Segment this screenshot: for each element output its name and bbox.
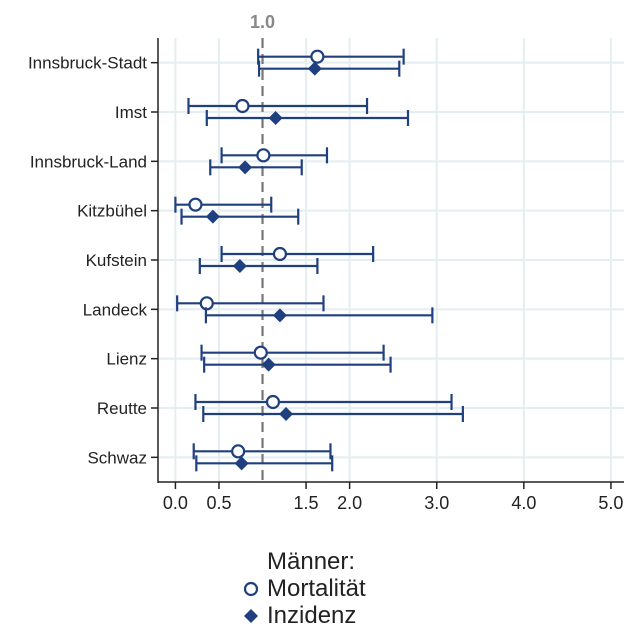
point-s0-3 <box>188 197 203 212</box>
legend-item-incidence: Inzidenz <box>237 602 366 629</box>
y-tick-label-8: Schwaz <box>87 448 147 467</box>
legend-label-mortality: Mortalität <box>267 574 366 602</box>
point-s1-0 <box>307 61 322 76</box>
forest-plot: 1.0 0.0 0.5 1.5 2.0 3.0 4.0 5.0 Innsbruck-Stadt… <box>28 12 624 513</box>
open-circle-icon <box>243 581 259 596</box>
x-tick-label-5: 4.0 <box>511 493 536 513</box>
point-s0-4 <box>272 246 288 262</box>
legend-label-incidence: Inzidenz <box>267 601 357 629</box>
reference-line-label: 1.0 <box>250 12 275 32</box>
y-tick-label-1: Imst <box>115 103 147 122</box>
y-tick-label-6: Lienz <box>106 350 147 369</box>
y-tick-label-2: Innsbruck-Land <box>30 152 147 171</box>
reference-line-layer: 1.0 <box>250 12 275 482</box>
point-s1-6 <box>261 357 276 372</box>
point-s0-1 <box>235 98 250 114</box>
point-s0-6 <box>253 345 268 360</box>
legend-item-mortality: Mortalität <box>237 575 366 602</box>
point-s1-2 <box>238 160 253 175</box>
point-s1-7 <box>279 407 294 421</box>
y-tick-label-7: Reutte <box>97 399 147 418</box>
y-tick-label-4: Kufstein <box>86 251 147 270</box>
x-tick-label-2: 1.5 <box>294 493 319 513</box>
grid-layer <box>158 38 624 482</box>
x-tick-label-0: 0.0 <box>163 493 188 513</box>
marks-layer <box>174 48 464 472</box>
x-tick-label-1: 0.5 <box>206 493 231 513</box>
x-tick-label-3: 2.0 <box>337 493 362 513</box>
point-s1-8 <box>234 456 249 471</box>
point-s0-0 <box>310 49 325 64</box>
axes-layer: 0.0 0.5 1.5 2.0 3.0 4.0 5.0 Innsbruck-Stadt Imst… <box>28 38 624 513</box>
point-s0-2 <box>256 148 271 163</box>
filled-diamond-icon <box>244 608 258 623</box>
point-s1-5 <box>272 308 287 323</box>
y-tick-label-0: Innsbruck-Stadt <box>28 54 147 73</box>
y-tick-label-5: Landeck <box>83 300 148 319</box>
x-tick-label-6: 5.0 <box>598 493 623 513</box>
point-s0-7 <box>265 394 281 410</box>
x-tick-label-4: 3.0 <box>424 493 449 513</box>
legend: Männer: Mortalität Inzidenz <box>237 548 366 629</box>
point-s1-3 <box>205 209 220 224</box>
legend-title: Männer: <box>267 548 356 575</box>
point-s1-1 <box>268 111 283 125</box>
point-s0-8 <box>231 444 246 459</box>
point-s1-4 <box>232 259 247 273</box>
y-tick-label-3: Kitzbühel <box>77 202 147 221</box>
